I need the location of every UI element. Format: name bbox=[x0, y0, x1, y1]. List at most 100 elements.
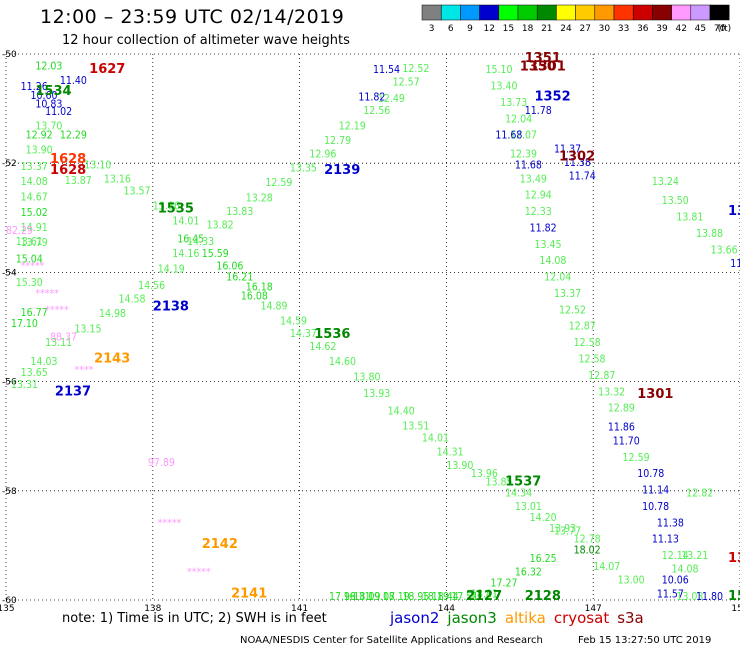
data-point: 82.29 bbox=[6, 225, 33, 237]
legend-swatch bbox=[575, 4, 596, 21]
data-point: 13.37 bbox=[554, 288, 581, 300]
data-point: 11.38 bbox=[564, 157, 591, 169]
data-point: 14.08 bbox=[539, 255, 566, 267]
legend-unit: (ft) bbox=[718, 24, 732, 34]
pass-number: 2139 bbox=[324, 163, 360, 178]
data-point: 13.32 bbox=[598, 386, 625, 398]
pass-number: 2128 bbox=[525, 589, 561, 604]
legend-label: 39 bbox=[656, 24, 668, 34]
data-point: 10.78 bbox=[642, 501, 669, 513]
data-point: 10.06 bbox=[662, 575, 689, 587]
data-point: 10.60 bbox=[30, 90, 57, 102]
data-point: 11.86 bbox=[608, 422, 635, 434]
data-point: 11.82 bbox=[530, 222, 557, 234]
pass-number: 1350 bbox=[520, 59, 556, 74]
data-point: 12.07 bbox=[510, 130, 537, 142]
data-point: 11.40 bbox=[60, 75, 87, 87]
pass-number: 2143 bbox=[94, 351, 130, 366]
satellite-jason2: jason2 bbox=[390, 609, 440, 627]
satellite-jason3: jason3 bbox=[447, 609, 497, 627]
legend-swatch bbox=[421, 4, 442, 21]
data-point: 14.58 bbox=[119, 293, 146, 305]
data-point: 18.09 bbox=[353, 591, 380, 603]
data-point: 12.52 bbox=[402, 63, 429, 75]
pass-number: 2137 bbox=[55, 384, 91, 399]
pass-number: 1352 bbox=[534, 89, 570, 104]
data-point: 18.44 bbox=[432, 591, 459, 603]
data-point: 12.78 bbox=[574, 534, 601, 546]
data-point: 11.70 bbox=[613, 435, 640, 447]
satellite-altika: altika bbox=[504, 609, 546, 627]
color-legend: 3 6 9 12 15 18 21 24 27 30 33 36 39 42 45 70(ft) bbox=[421, 4, 732, 34]
pass-number: 1534 bbox=[35, 84, 71, 99]
x-tick-label: 150 bbox=[731, 604, 740, 614]
data-point: 17.99 bbox=[329, 591, 356, 603]
data-point: 12.56 bbox=[363, 105, 390, 117]
data-point: 11.68 bbox=[515, 160, 542, 172]
data-point: 14.98 bbox=[99, 308, 126, 320]
data-point: 12.04 bbox=[544, 272, 571, 284]
data-point: 12.89 bbox=[608, 403, 635, 415]
missing-value-marker: **** bbox=[75, 364, 94, 376]
pass-number: 2142 bbox=[202, 537, 238, 552]
data-point: 16.77 bbox=[21, 307, 48, 319]
data-point: 13.79 bbox=[21, 237, 48, 249]
data-point: 14.56 bbox=[138, 280, 165, 292]
data-point: 13.83 bbox=[226, 206, 253, 218]
data-point: 14.67 bbox=[21, 191, 48, 203]
data-point: 10.83 bbox=[35, 99, 62, 111]
data-point: 12.87 bbox=[569, 321, 596, 333]
missing-value-marker: ***** bbox=[35, 288, 59, 300]
legend-label: 27 bbox=[579, 24, 590, 34]
data-point: 14.01 bbox=[172, 215, 199, 227]
data-point: 12.52 bbox=[559, 304, 586, 316]
legend-label: 45 bbox=[695, 24, 706, 34]
legend-swatch bbox=[536, 4, 557, 21]
pass-number: 1628 bbox=[50, 163, 86, 178]
missing-value-marker: ***** bbox=[45, 304, 69, 316]
pass-number: 2141 bbox=[231, 586, 267, 601]
data-point: 11.68 bbox=[495, 130, 522, 142]
data-point: 13.87 bbox=[65, 175, 92, 187]
data-point: 14.08 bbox=[21, 176, 48, 188]
data-point: 13.49 bbox=[520, 173, 547, 185]
legend-swatch bbox=[556, 4, 576, 21]
pass-number: 2127 bbox=[466, 589, 502, 604]
data-point: 13.93 bbox=[549, 523, 576, 535]
data-point: 13.90 bbox=[446, 460, 473, 472]
data-point: 13.40 bbox=[490, 80, 517, 92]
data-point: 13.86 bbox=[153, 201, 180, 213]
data-point: 14.03 bbox=[30, 356, 57, 368]
data-point: 12.57 bbox=[393, 77, 420, 89]
legend-swatch bbox=[594, 4, 615, 21]
legend-label: 3 bbox=[429, 24, 435, 34]
legend-swatch bbox=[690, 4, 711, 21]
pass-number: 1301 bbox=[530, 59, 566, 74]
data-point: 11.78 bbox=[525, 105, 552, 117]
data-point: 13.28 bbox=[246, 192, 273, 204]
data-point: 12.04 bbox=[505, 113, 532, 125]
legend-label: 6 bbox=[448, 24, 454, 34]
pass-number: 1628 bbox=[50, 152, 86, 167]
data-point: 13.66 bbox=[711, 244, 738, 256]
x-tick-label: 135 bbox=[0, 604, 15, 614]
axis-ticks: 135 138 141 144 147 150 -50 -52 -54 -56 -58 -60 bbox=[0, 50, 740, 614]
data-point: 14.20 bbox=[530, 512, 557, 524]
data-point: 13.03 bbox=[676, 591, 703, 603]
data-point: 11.57 bbox=[657, 588, 684, 600]
data-point: 12.94 bbox=[525, 190, 552, 202]
data-point: 13.45 bbox=[534, 239, 561, 251]
data-point: 13.15 bbox=[75, 323, 102, 335]
chart-title: 12:00 – 23:59 UTC 02/14/2019 bbox=[40, 6, 345, 28]
x-tick-label: 147 bbox=[585, 604, 602, 614]
data-point: 16.32 bbox=[515, 566, 542, 578]
data-point: 11.80 bbox=[696, 591, 723, 603]
pass-number: 2138 bbox=[153, 300, 189, 315]
x-tick-label: 141 bbox=[291, 604, 308, 614]
data-point: 13.37 bbox=[21, 161, 48, 173]
data-point: 13.90 bbox=[26, 144, 53, 156]
data-point: 13.73 bbox=[500, 97, 527, 109]
data-point: 12.96 bbox=[309, 149, 336, 161]
data-point: 14.60 bbox=[329, 356, 356, 368]
